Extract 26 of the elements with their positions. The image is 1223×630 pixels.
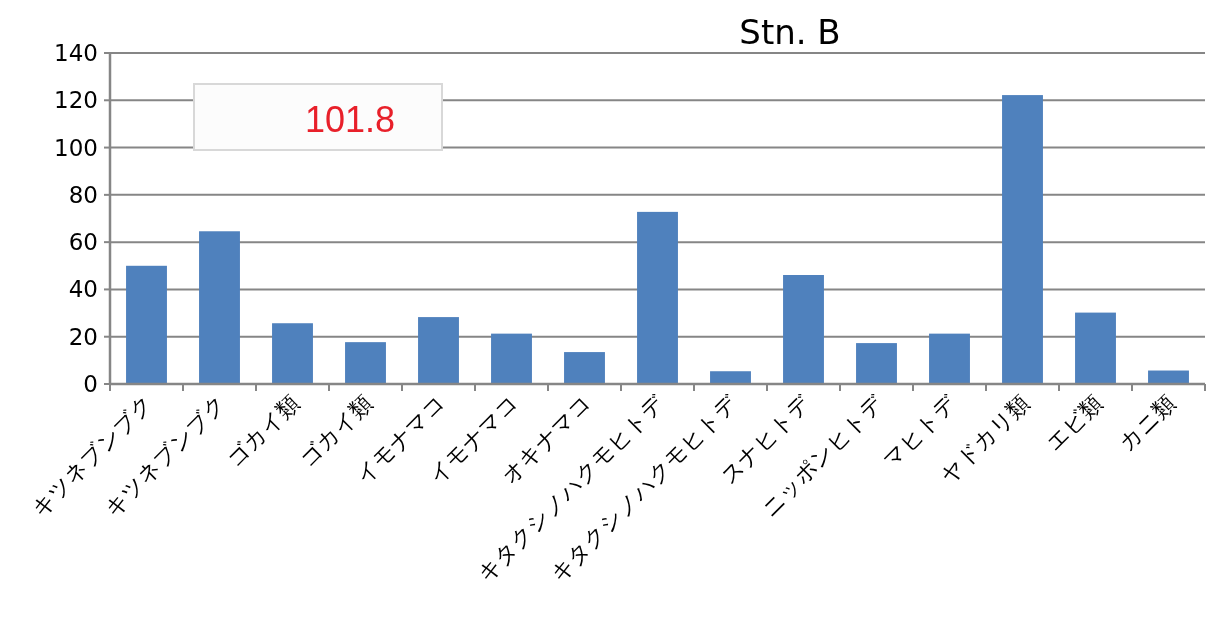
y-tick-label: 40 bbox=[68, 276, 98, 303]
annotation: 101.8 bbox=[304, 99, 396, 140]
bar bbox=[1075, 312, 1116, 384]
bar bbox=[564, 352, 605, 384]
y-tick-label: 80 bbox=[68, 181, 98, 208]
bar bbox=[856, 343, 897, 384]
bar bbox=[491, 333, 532, 384]
bar bbox=[929, 333, 970, 384]
bar bbox=[710, 371, 751, 384]
y-tick-label: 60 bbox=[68, 229, 98, 256]
bar bbox=[272, 323, 313, 384]
bar bbox=[783, 275, 824, 384]
x-tick-label: カニ類 bbox=[1114, 389, 1181, 456]
bar bbox=[199, 231, 240, 384]
chart-title: Stn. B bbox=[739, 12, 841, 52]
x-tick-label: エビ類 bbox=[1041, 389, 1108, 456]
bar bbox=[345, 342, 386, 384]
y-tick-label: 20 bbox=[68, 323, 98, 350]
y-tick-label: 100 bbox=[54, 134, 98, 161]
bar bbox=[418, 317, 459, 384]
bar bbox=[1002, 95, 1043, 384]
y-tick-label: 120 bbox=[54, 87, 98, 114]
y-tick-label: 0 bbox=[83, 371, 98, 397]
bar bbox=[637, 211, 678, 384]
y-tick-label: 140 bbox=[54, 40, 98, 66]
bar bbox=[126, 265, 167, 384]
